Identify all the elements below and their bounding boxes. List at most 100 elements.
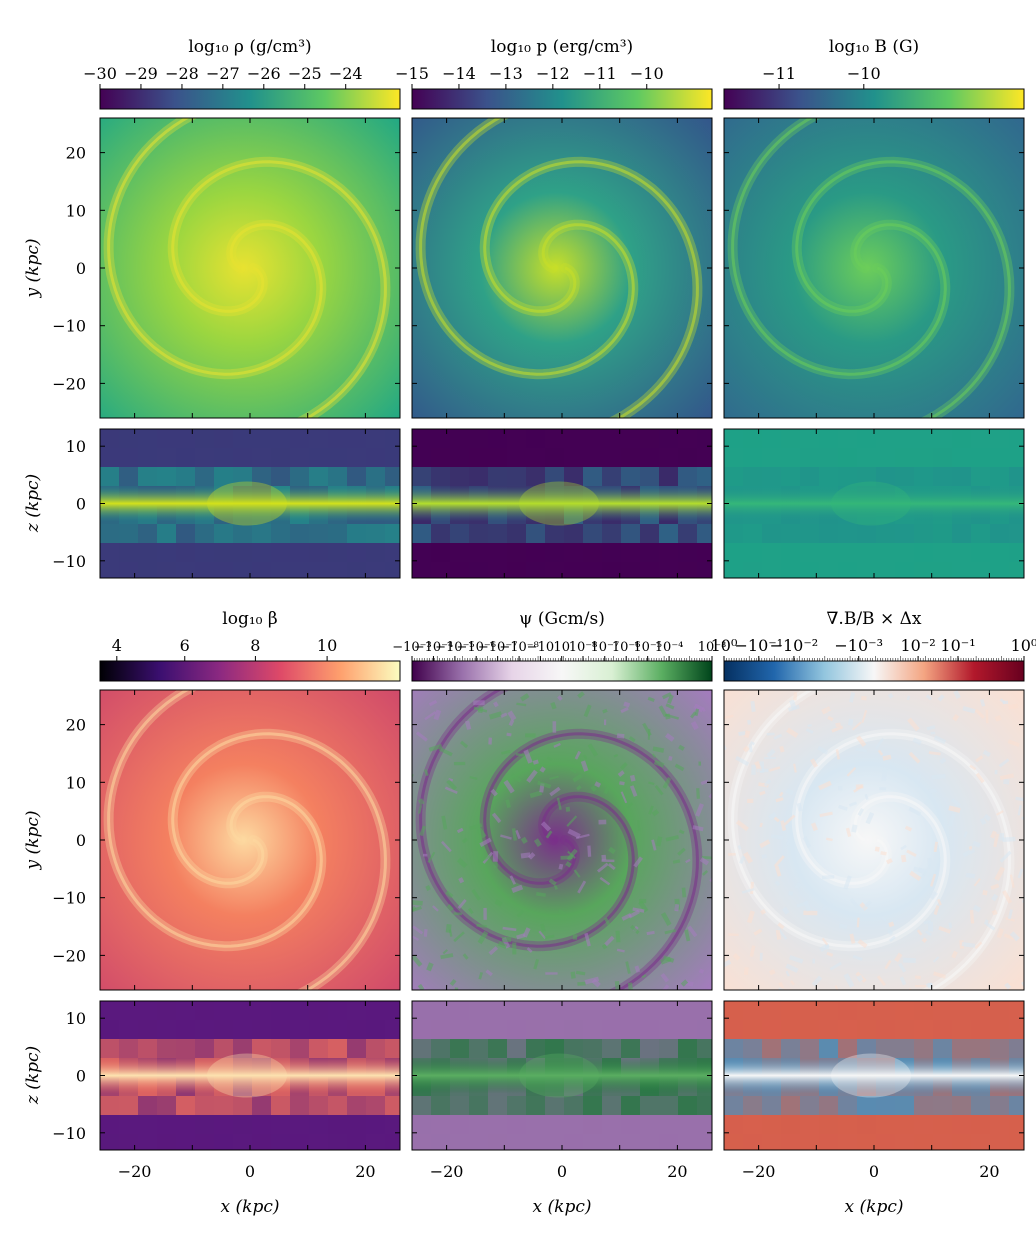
colorbar-tick-label: 10⁻⁴: [655, 640, 684, 655]
colorbar-tick-label: −11: [583, 64, 617, 83]
x-tick-label: 20: [667, 1162, 687, 1181]
face-on-map-beta: [100, 690, 400, 990]
y-tick-label: −10: [52, 889, 86, 908]
edge-on-map-psi: [412, 1001, 712, 1150]
colorbar-tick-label: −11: [762, 64, 796, 83]
y-tick-label: 0: [76, 831, 86, 850]
x-tick-label: 0: [245, 1162, 255, 1181]
colorbar-tick-label: −29: [124, 64, 158, 83]
colorbar-tick-label: −10: [630, 64, 664, 83]
edge-on-map-beta: [100, 1001, 400, 1150]
x-tick-label: −20: [118, 1162, 152, 1181]
colorbar-tick-label: 10⁻¹: [940, 636, 975, 655]
colorbar-tick-label: −10⁻⁶: [456, 640, 496, 655]
y-tick-label: 0: [76, 259, 86, 278]
panel-field: log₁₀ B (G) −11 −10: [723, 37, 1025, 579]
edge-on-map-divb: [724, 1001, 1024, 1150]
edge-on-map-field: [724, 429, 1024, 578]
colorbar-tick-label: −25: [288, 64, 322, 83]
z-axis-label-top: z (kpc): [23, 474, 43, 533]
z-tick-label: 0: [76, 1067, 86, 1086]
colorbar-tick-label: −15: [395, 64, 429, 83]
colorbar-field: [724, 89, 1024, 109]
colorbar-label-divb: ∇.B/B × Δx: [827, 609, 922, 629]
colorbar-tick-label: −26: [247, 64, 281, 83]
colorbar-tick-label: −14: [442, 64, 476, 83]
panel-psi: ψ (Gcm/s)−10⁻³−10⁻⁴−10⁻⁵−10⁻⁶−10⁻⁷−10⁻⁸−…: [392, 609, 726, 1181]
y-axis-label-bottom: y (kpc): [23, 811, 43, 871]
x-tick-label: 0: [557, 1162, 567, 1181]
colorbar-tick-label: −10⁻⁵: [435, 640, 475, 655]
colorbar-tick-label: −10: [847, 64, 881, 83]
z-tick-label: 0: [76, 495, 86, 514]
colorbar-tick-label: 10⁻⁵: [633, 640, 662, 655]
colorbar-tick-label: 10: [317, 636, 337, 655]
colorbar-tick-label: −24: [329, 64, 363, 83]
colorbar-tick-label: 8: [250, 636, 260, 655]
colorbar-tick-label: 6: [180, 636, 190, 655]
colorbar-label-beta: log₁₀ β: [222, 609, 277, 629]
colorbar-tick-label: −10⁻⁸: [499, 640, 539, 655]
colorbar-tick-label: −27: [206, 64, 240, 83]
x-tick-label: 20: [355, 1162, 375, 1181]
colorbar-label-pressure: log₁₀ p (erg/cm³): [491, 37, 633, 57]
colorbar-tick-label: −10⁻⁷: [478, 640, 518, 655]
face-on-map-field: [724, 118, 1024, 418]
colorbar-tick-label: −10⁻²: [770, 636, 819, 655]
colorbar-density: [100, 89, 400, 109]
y-axis-label-top: y (kpc): [23, 239, 43, 299]
colorbar-tick-label: −10⁻¹: [734, 636, 783, 655]
x-tick-label: 20: [979, 1162, 999, 1181]
face-on-map-pressure: [412, 118, 712, 418]
y-tick-label: 10: [66, 201, 86, 220]
x-axis-label-col1: x (kpc): [221, 1197, 280, 1217]
colorbar-tick-label: 10⁻²: [900, 636, 935, 655]
colorbar-tick-label: −10⁻⁴: [414, 640, 454, 655]
x-axis-label-col3: x (kpc): [845, 1197, 904, 1217]
colorbar-tick-label: −12: [536, 64, 570, 83]
colorbar-tick-label: 10: [553, 640, 570, 655]
y-tick-label: 20: [66, 144, 86, 163]
colorbar-tick-label: 10⁻³: [698, 640, 727, 655]
colorbar-tick-label: 10⁻⁸: [569, 640, 598, 655]
colorbar-tick-label: 10⁻⁷: [590, 640, 619, 655]
panel-grid: log₁₀ ρ (g/cm³) −30 −29 −28 −27 −26 −25 −24 20 10…: [52, 37, 1036, 1181]
colorbar-label-psi: ψ (Gcm/s): [519, 609, 605, 629]
face-on-map-psi: [412, 690, 712, 990]
z-tick-label: 10: [66, 437, 86, 456]
colorbar-label-density: log₁₀ ρ (g/cm³): [188, 37, 311, 57]
y-tick-label: −10: [52, 317, 86, 336]
colorbar-tick-label: 10⁰: [1011, 636, 1036, 655]
colorbar-tick-label: −10: [527, 640, 554, 655]
face-on-map-divb: [724, 690, 1024, 990]
y-tick-label: −20: [52, 946, 86, 965]
colorbar-psi: [412, 661, 712, 681]
z-tick-label: −10: [52, 1124, 86, 1143]
x-axis-label-col2: x (kpc): [533, 1197, 592, 1217]
colorbar-tick-label: −10⁻³: [392, 640, 432, 655]
colorbar-tick-label: 10⁰: [711, 636, 738, 655]
edge-on-map-density: [100, 429, 400, 578]
face-on-map-density: [100, 118, 400, 418]
edge-on-map-pressure: [412, 429, 712, 578]
panel-density: log₁₀ ρ (g/cm³) −30 −29 −28 −27 −26 −25 −24 20 10…: [52, 37, 401, 579]
x-tick-label: −20: [430, 1162, 464, 1181]
colorbar-tick-label: −10⁻³: [834, 636, 883, 655]
colorbar-tick-label: 10⁻⁶: [612, 640, 641, 655]
panel-beta: log₁₀ β 4 6 8 10 20 10 0 −10 −20 10 0 −10 −20 0 20: [52, 609, 401, 1181]
colorbar-tick-label: −30: [83, 64, 117, 83]
colorbar-tick-label: −28: [165, 64, 199, 83]
colorbar-pressure: [412, 89, 712, 109]
z-tick-label: 10: [66, 1009, 86, 1028]
colorbar-tick-label: −13: [489, 64, 523, 83]
colorbar-tick-label: 4: [112, 636, 122, 655]
colorbar-divb: [724, 661, 1024, 681]
colorbar-beta: [100, 661, 400, 681]
panel-pressure: log₁₀ p (erg/cm³) −15 −14 −13 −12 −11 −10: [395, 37, 713, 579]
colorbar-label-field: log₁₀ B (G): [829, 37, 919, 57]
y-tick-label: 20: [66, 716, 86, 735]
x-tick-label: 0: [869, 1162, 879, 1181]
y-tick-label: 10: [66, 773, 86, 792]
